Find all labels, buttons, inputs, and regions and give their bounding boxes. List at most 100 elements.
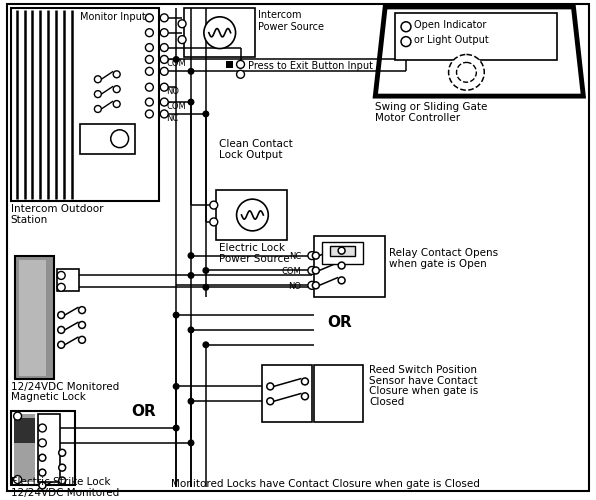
Circle shape bbox=[39, 454, 46, 461]
Circle shape bbox=[94, 106, 101, 112]
Polygon shape bbox=[375, 7, 583, 96]
Text: Swing or Sliding Gate: Swing or Sliding Gate bbox=[375, 102, 488, 112]
Circle shape bbox=[237, 199, 268, 231]
Circle shape bbox=[210, 201, 218, 209]
Circle shape bbox=[457, 62, 476, 82]
Circle shape bbox=[188, 100, 194, 105]
Text: COM: COM bbox=[281, 267, 301, 276]
Circle shape bbox=[204, 17, 235, 48]
Circle shape bbox=[302, 378, 308, 385]
Bar bbox=[262, 364, 312, 422]
Text: NC: NC bbox=[166, 114, 178, 123]
Circle shape bbox=[145, 68, 153, 76]
Text: 12/24VDC Monitored: 12/24VDC Monitored bbox=[11, 488, 119, 498]
Bar bbox=[314, 364, 364, 422]
Circle shape bbox=[59, 450, 66, 456]
Text: 12/24VDC Monitored: 12/24VDC Monitored bbox=[11, 382, 119, 392]
Text: Press to Exit Button Input: Press to Exit Button Input bbox=[249, 62, 374, 72]
Circle shape bbox=[94, 90, 101, 98]
Bar bbox=[216, 190, 287, 240]
Text: COM: COM bbox=[166, 102, 186, 111]
Circle shape bbox=[267, 383, 274, 390]
Circle shape bbox=[173, 312, 179, 318]
Circle shape bbox=[79, 322, 85, 328]
Bar bbox=[330, 246, 355, 256]
Circle shape bbox=[203, 111, 209, 116]
Circle shape bbox=[38, 439, 46, 447]
Circle shape bbox=[308, 266, 316, 274]
Text: Electric Lock
Power Source: Electric Lock Power Source bbox=[219, 242, 290, 264]
Circle shape bbox=[58, 326, 65, 334]
Circle shape bbox=[401, 22, 411, 32]
Circle shape bbox=[267, 398, 274, 404]
Circle shape bbox=[203, 284, 209, 290]
Circle shape bbox=[237, 70, 244, 78]
Circle shape bbox=[94, 76, 101, 82]
Circle shape bbox=[173, 56, 179, 62]
Polygon shape bbox=[226, 62, 232, 68]
Circle shape bbox=[14, 476, 21, 484]
Circle shape bbox=[203, 342, 209, 347]
Circle shape bbox=[113, 86, 120, 92]
Circle shape bbox=[160, 56, 168, 64]
Bar bbox=[14, 414, 35, 482]
Circle shape bbox=[160, 83, 168, 91]
Text: Station: Station bbox=[11, 215, 48, 225]
Circle shape bbox=[59, 477, 66, 484]
Circle shape bbox=[38, 424, 46, 432]
Circle shape bbox=[145, 110, 153, 118]
Text: Closed: Closed bbox=[370, 398, 405, 407]
Circle shape bbox=[188, 327, 194, 332]
Bar bbox=[395, 13, 557, 60]
Text: Sensor have Contact: Sensor have Contact bbox=[370, 376, 478, 386]
Circle shape bbox=[188, 253, 194, 258]
Circle shape bbox=[188, 398, 194, 404]
Text: Closure when gate is: Closure when gate is bbox=[370, 386, 479, 396]
Circle shape bbox=[113, 100, 120, 107]
Circle shape bbox=[178, 36, 186, 44]
Circle shape bbox=[338, 262, 345, 269]
Text: Magnetic Lock: Magnetic Lock bbox=[11, 392, 86, 402]
Circle shape bbox=[79, 306, 85, 314]
Circle shape bbox=[160, 98, 168, 106]
Circle shape bbox=[145, 56, 153, 64]
Text: Monitored Locks have Contact Closure when gate is Closed: Monitored Locks have Contact Closure whe… bbox=[171, 480, 480, 490]
Circle shape bbox=[302, 393, 308, 400]
Circle shape bbox=[160, 68, 168, 76]
Text: or Light Output: or Light Output bbox=[414, 34, 489, 44]
Circle shape bbox=[58, 342, 65, 348]
Circle shape bbox=[210, 218, 218, 226]
Text: Motor Controller: Motor Controller bbox=[375, 113, 460, 123]
Text: when gate is Open: when gate is Open bbox=[389, 258, 487, 268]
Text: Electric Strike Lock: Electric Strike Lock bbox=[11, 476, 110, 486]
Circle shape bbox=[173, 384, 179, 389]
Circle shape bbox=[59, 464, 66, 471]
Text: NC: NC bbox=[288, 252, 301, 261]
Circle shape bbox=[338, 247, 345, 254]
Circle shape bbox=[160, 44, 168, 52]
Circle shape bbox=[39, 469, 46, 476]
Circle shape bbox=[14, 412, 21, 420]
Circle shape bbox=[188, 68, 194, 74]
Circle shape bbox=[188, 440, 194, 446]
Circle shape bbox=[237, 60, 244, 68]
Text: Intercom
Power Source: Intercom Power Source bbox=[259, 10, 324, 32]
Circle shape bbox=[312, 267, 319, 274]
Circle shape bbox=[145, 28, 153, 36]
Circle shape bbox=[160, 28, 168, 36]
Circle shape bbox=[79, 336, 85, 344]
Circle shape bbox=[308, 252, 316, 260]
Circle shape bbox=[401, 36, 411, 46]
Text: OR: OR bbox=[132, 404, 156, 419]
Circle shape bbox=[178, 20, 186, 28]
Circle shape bbox=[39, 482, 46, 489]
Circle shape bbox=[113, 71, 120, 78]
Circle shape bbox=[57, 272, 65, 280]
Bar bbox=[15, 256, 54, 380]
Text: COM: COM bbox=[166, 60, 186, 68]
Text: Monitor Input: Monitor Input bbox=[80, 12, 146, 22]
Bar bbox=[314, 236, 385, 297]
Circle shape bbox=[145, 14, 153, 22]
Circle shape bbox=[145, 44, 153, 52]
Text: OR: OR bbox=[327, 315, 352, 330]
